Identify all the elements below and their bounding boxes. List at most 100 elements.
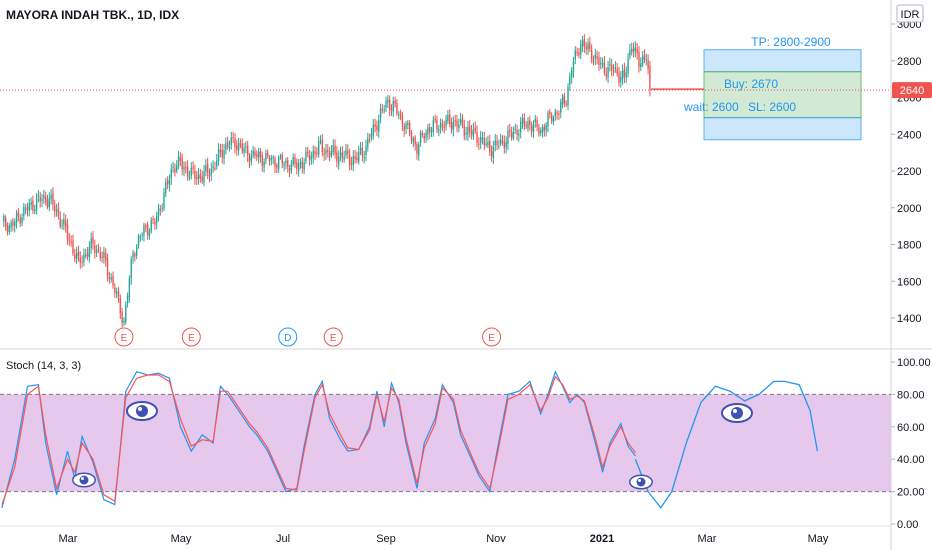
candle[interactable] bbox=[540, 127, 542, 137]
candle[interactable] bbox=[314, 145, 316, 160]
candle[interactable] bbox=[605, 67, 607, 81]
candle[interactable] bbox=[125, 301, 127, 325]
candle[interactable] bbox=[549, 108, 551, 119]
candle[interactable] bbox=[41, 193, 43, 207]
candle[interactable] bbox=[589, 36, 591, 53]
candle[interactable] bbox=[279, 153, 282, 160]
candle[interactable] bbox=[19, 214, 21, 227]
candle[interactable] bbox=[569, 72, 571, 91]
candle[interactable] bbox=[649, 61, 651, 97]
candle[interactable] bbox=[257, 147, 260, 164]
candle[interactable] bbox=[399, 109, 402, 121]
candle[interactable] bbox=[527, 117, 529, 133]
candle[interactable] bbox=[487, 135, 489, 149]
candle[interactable] bbox=[4, 215, 7, 231]
candle[interactable] bbox=[552, 115, 555, 126]
candle[interactable] bbox=[179, 152, 182, 167]
candle[interactable] bbox=[135, 244, 138, 259]
candle[interactable] bbox=[236, 139, 238, 156]
candle[interactable] bbox=[507, 125, 509, 150]
candle[interactable] bbox=[152, 215, 154, 224]
candle[interactable] bbox=[358, 145, 360, 165]
candle[interactable] bbox=[581, 35, 584, 52]
stoch-title[interactable]: Stoch (14, 3, 3) bbox=[6, 360, 81, 372]
candle[interactable] bbox=[66, 218, 69, 245]
candle[interactable] bbox=[243, 143, 245, 158]
stoch-lines[interactable] bbox=[1, 370, 819, 509]
candle[interactable] bbox=[166, 176, 169, 190]
candle[interactable] bbox=[419, 129, 422, 147]
currency-badge[interactable]: IDR bbox=[896, 4, 924, 23]
candle[interactable] bbox=[594, 48, 597, 66]
candle[interactable] bbox=[197, 167, 200, 185]
candle[interactable] bbox=[616, 62, 618, 77]
candle[interactable] bbox=[174, 163, 176, 177]
candle[interactable] bbox=[350, 156, 353, 170]
candle[interactable] bbox=[463, 119, 465, 141]
candle[interactable] bbox=[59, 211, 61, 229]
candle[interactable] bbox=[95, 244, 98, 258]
candle[interactable] bbox=[418, 141, 420, 161]
candle[interactable] bbox=[423, 132, 425, 144]
candle[interactable] bbox=[44, 191, 47, 206]
candle[interactable] bbox=[92, 230, 94, 250]
candle[interactable] bbox=[458, 118, 460, 133]
candle[interactable] bbox=[157, 203, 160, 222]
candle[interactable] bbox=[585, 41, 587, 55]
candle[interactable] bbox=[621, 64, 624, 86]
candle[interactable] bbox=[543, 123, 546, 137]
earnings-event-marker[interactable]: E bbox=[114, 327, 134, 347]
candle[interactable] bbox=[85, 248, 87, 259]
candle[interactable] bbox=[627, 52, 629, 78]
candle[interactable] bbox=[221, 143, 223, 164]
candle[interactable] bbox=[8, 222, 10, 235]
candle[interactable] bbox=[330, 144, 333, 158]
candle[interactable] bbox=[117, 287, 120, 303]
candle[interactable] bbox=[115, 287, 118, 299]
candle[interactable] bbox=[261, 151, 263, 172]
candle[interactable] bbox=[121, 307, 123, 328]
candle[interactable] bbox=[216, 154, 218, 170]
entry-zone[interactable] bbox=[703, 71, 862, 119]
candle[interactable] bbox=[634, 41, 637, 58]
candle[interactable] bbox=[86, 247, 89, 261]
candle[interactable] bbox=[578, 47, 580, 59]
candle[interactable] bbox=[206, 157, 209, 179]
candle[interactable] bbox=[367, 132, 369, 152]
candle[interactable] bbox=[256, 150, 258, 162]
candle[interactable] bbox=[609, 57, 611, 72]
candle[interactable] bbox=[154, 217, 156, 230]
candle[interactable] bbox=[79, 251, 81, 269]
candle[interactable] bbox=[485, 137, 487, 148]
candle[interactable] bbox=[159, 205, 162, 216]
candle[interactable] bbox=[512, 126, 515, 141]
candle[interactable] bbox=[101, 251, 103, 263]
candle[interactable] bbox=[245, 141, 247, 154]
candle[interactable] bbox=[99, 246, 101, 262]
candle[interactable] bbox=[505, 136, 507, 154]
candle[interactable] bbox=[276, 162, 278, 173]
candle[interactable] bbox=[332, 139, 334, 156]
candle[interactable] bbox=[239, 138, 242, 149]
candle[interactable] bbox=[456, 115, 458, 133]
candle[interactable] bbox=[252, 146, 254, 159]
candle[interactable] bbox=[625, 66, 627, 83]
candles[interactable] bbox=[3, 34, 651, 328]
candle[interactable] bbox=[359, 141, 362, 156]
candle[interactable] bbox=[128, 275, 131, 303]
candle[interactable] bbox=[490, 145, 493, 162]
candle[interactable] bbox=[21, 213, 23, 227]
candle[interactable] bbox=[74, 248, 76, 263]
candle[interactable] bbox=[17, 207, 20, 222]
candle[interactable] bbox=[277, 155, 280, 173]
candle[interactable] bbox=[550, 112, 553, 124]
candle[interactable] bbox=[425, 129, 427, 143]
candle[interactable] bbox=[176, 160, 178, 174]
candle[interactable] bbox=[430, 126, 433, 137]
candle[interactable] bbox=[489, 134, 491, 157]
candle[interactable] bbox=[521, 113, 524, 130]
candle[interactable] bbox=[247, 140, 249, 163]
candle[interactable] bbox=[181, 153, 183, 176]
candle[interactable] bbox=[168, 174, 171, 192]
